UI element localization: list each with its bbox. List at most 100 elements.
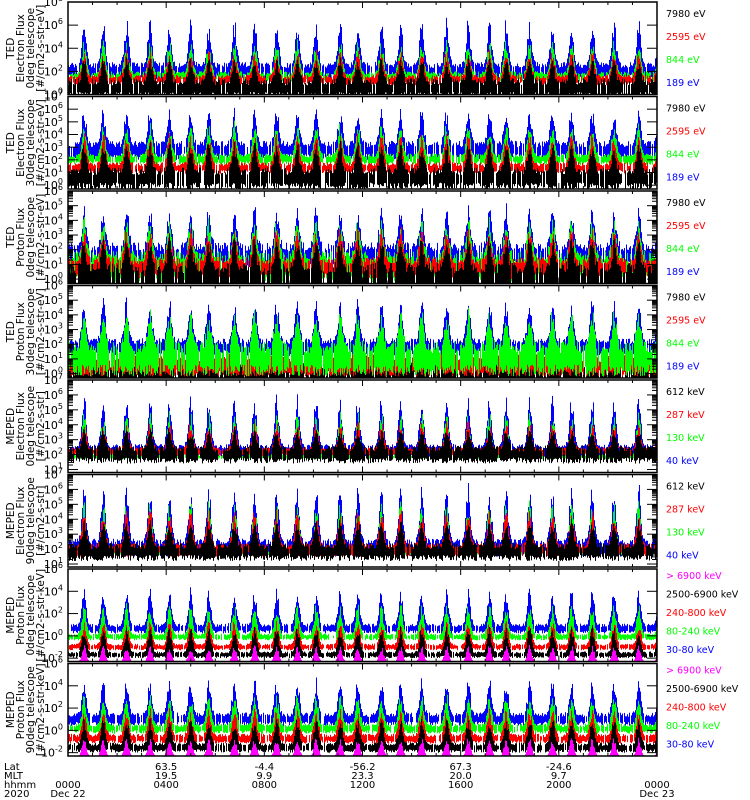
flux-bar <box>373 74 374 84</box>
flux-bar <box>354 76 355 94</box>
flux-bar <box>157 71 158 80</box>
flux-bar <box>332 154 333 162</box>
flux-bar <box>376 162 377 172</box>
flux-bar <box>395 76 396 85</box>
flux-bar <box>319 75 320 95</box>
flux-bar <box>601 164 602 173</box>
flux-bar <box>156 246 157 264</box>
flux-bar <box>113 82 114 94</box>
flux-bar <box>172 131 173 160</box>
flux-bar <box>472 137 473 155</box>
flux-bar <box>537 168 538 189</box>
flux-bar <box>119 82 120 95</box>
flux-bar <box>549 75 550 95</box>
flux-bar <box>164 141 165 155</box>
flux-bar <box>620 62 621 74</box>
flux-bar <box>143 84 144 95</box>
flux-bar <box>71 146 72 158</box>
flux-bar <box>130 235 131 265</box>
flux-bar <box>625 72 626 81</box>
flux-bar <box>366 142 367 155</box>
flux-bar <box>325 75 326 82</box>
flux-bar <box>333 64 334 75</box>
flux-bar <box>521 155 522 163</box>
flux-bar <box>363 82 364 95</box>
flux-bar <box>515 154 516 165</box>
flux-bar <box>475 63 476 78</box>
flux-bar <box>555 160 556 187</box>
flux-bar <box>241 141 242 156</box>
flux-bar <box>306 84 307 95</box>
flux-bar <box>335 74 336 84</box>
flux-bar <box>437 62 438 80</box>
flux-bar <box>587 140 588 156</box>
flux-bar <box>654 155 655 162</box>
flux-bar <box>180 143 181 159</box>
flux-bar <box>527 149 528 171</box>
flux-bar <box>617 157 618 171</box>
flux-bar <box>241 155 242 164</box>
flux-bar <box>157 174 158 187</box>
flux-bar <box>92 164 93 171</box>
flux-bar <box>321 152 322 163</box>
flux-bar <box>634 169 635 184</box>
flux-bar <box>201 80 202 95</box>
flux-bar <box>190 153 191 186</box>
flux-bar <box>341 148 342 187</box>
flux-bar <box>308 144 309 155</box>
flux-bar <box>626 156 627 164</box>
flux-bar <box>90 83 91 93</box>
flux-bar <box>144 164 145 172</box>
flux-bar <box>143 170 144 187</box>
flux-bar <box>253 150 254 188</box>
flux-bar <box>160 73 161 82</box>
flux-bar <box>210 153 211 186</box>
flux-bar <box>171 150 172 184</box>
flux-bar <box>536 172 537 185</box>
flux-bar <box>601 169 602 189</box>
flux-bar <box>392 173 393 188</box>
flux-bar <box>94 67 95 77</box>
flux-bar <box>96 84 97 95</box>
flux-bar <box>643 243 644 264</box>
flux-bar <box>424 65 425 85</box>
flux-bar <box>480 173 481 187</box>
flux-bar <box>198 74 199 80</box>
flux-bar <box>285 71 286 82</box>
flux-bar <box>86 156 87 185</box>
flux-bar <box>163 62 164 79</box>
flux-bar <box>632 171 633 185</box>
flux-bar <box>425 162 426 185</box>
flux-bar <box>369 154 370 165</box>
flux-bar <box>254 143 255 187</box>
flux-bar <box>92 146 93 157</box>
flux-bar <box>369 163 370 173</box>
flux-bar <box>151 154 152 189</box>
flux-bar <box>131 78 132 95</box>
flux-bar <box>329 145 330 154</box>
flux-bar <box>557 155 558 164</box>
flux-bar <box>196 165 197 173</box>
flux-bar <box>411 168 412 187</box>
flux-bar <box>616 139 617 162</box>
flux-bar <box>534 72 535 80</box>
flux-bar <box>93 84 94 95</box>
flux-bar <box>280 138 281 160</box>
flux-bar <box>109 167 110 189</box>
flux-bar <box>207 144 208 185</box>
flux-bar <box>81 71 82 94</box>
flux-bar <box>373 82 374 95</box>
flux-bar <box>556 150 557 163</box>
flux-bar <box>248 246 249 262</box>
flux-bar <box>330 84 331 95</box>
flux-bar <box>638 144 639 187</box>
flux-bar <box>633 74 634 83</box>
flux-bar <box>494 154 495 165</box>
flux-bar <box>187 164 188 189</box>
flux-bar <box>538 66 539 77</box>
flux-bar <box>266 80 267 93</box>
flux-bar <box>636 138 637 164</box>
flux-bar <box>163 156 164 162</box>
flux-bar <box>326 76 327 84</box>
flux-bar <box>184 162 185 171</box>
